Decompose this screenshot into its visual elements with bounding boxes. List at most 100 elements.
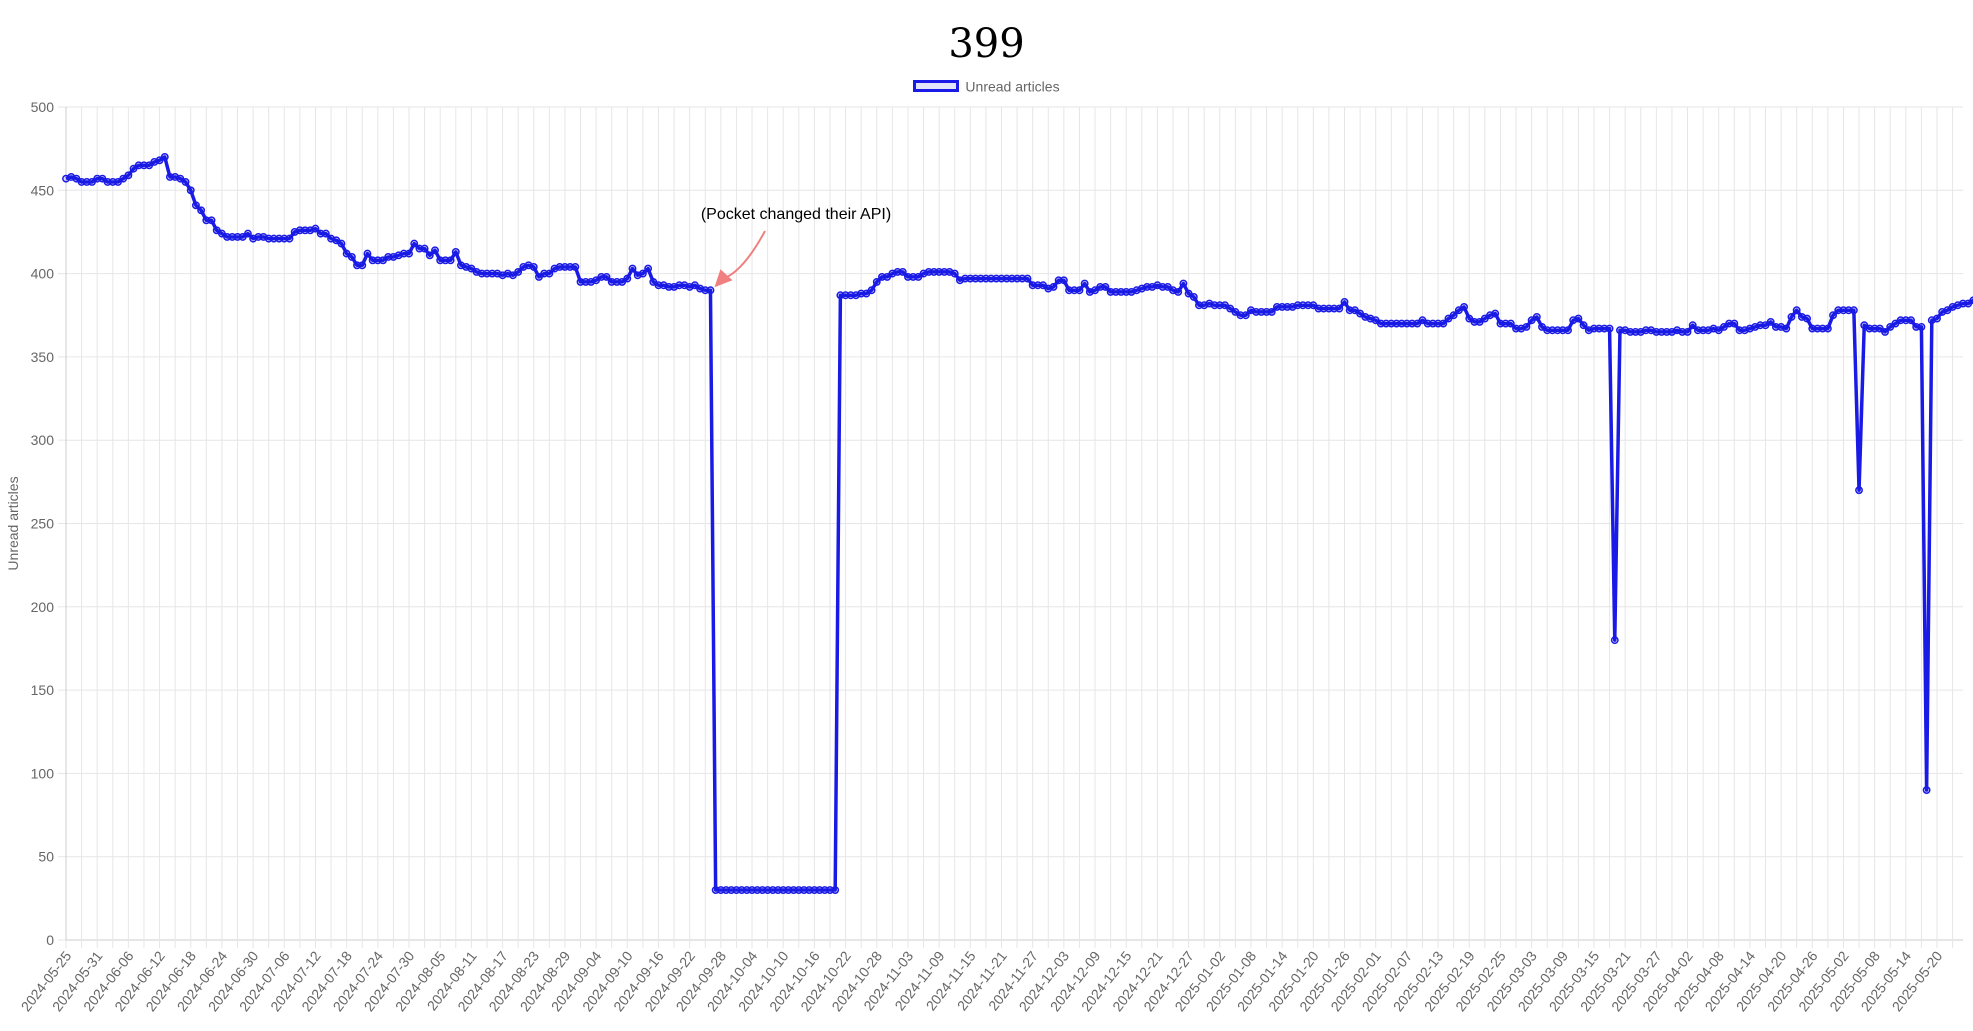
data-point	[1080, 279, 1089, 288]
data-point	[1491, 309, 1500, 318]
data-point	[1730, 319, 1739, 328]
data-point	[197, 206, 206, 215]
data-point	[1855, 486, 1863, 495]
data-point	[1439, 319, 1448, 328]
data-point	[1881, 327, 1889, 336]
data-point	[347, 252, 356, 261]
data-point	[425, 251, 434, 260]
data-point	[191, 201, 200, 210]
data-point	[602, 272, 611, 281]
data-point	[706, 286, 715, 295]
data-point	[628, 264, 637, 273]
data-point	[638, 269, 647, 278]
y-tick-label: 50	[38, 849, 54, 865]
data-point	[337, 239, 346, 248]
data-point	[571, 262, 580, 271]
data-point	[1907, 316, 1915, 325]
data-point	[207, 216, 216, 225]
data-point	[358, 261, 367, 270]
data-point	[1460, 302, 1469, 311]
data-point	[1766, 317, 1775, 326]
y-tick-label: 150	[31, 682, 55, 698]
y-axis-title: Unread articles	[5, 476, 21, 570]
data-point	[1335, 304, 1344, 313]
data-point	[1917, 322, 1926, 331]
y-tick-label: 100	[31, 765, 55, 781]
data-point	[514, 267, 523, 276]
y-tick-label: 200	[31, 599, 55, 615]
annotation-text: (Pocket changed their API)	[701, 206, 891, 223]
data-point	[410, 239, 419, 248]
data-point	[1803, 314, 1812, 323]
data-point	[1532, 312, 1541, 321]
data-point	[1610, 636, 1619, 645]
annotation-arrowhead	[714, 269, 733, 288]
y-tick-label: 400	[31, 266, 55, 282]
legend[interactable]: Unread articles	[0, 77, 1973, 94]
data-point	[644, 264, 653, 273]
data-point	[1823, 324, 1832, 333]
data-point	[1579, 321, 1588, 330]
data-point	[1059, 276, 1068, 285]
data-point	[363, 249, 372, 258]
data-point	[872, 277, 881, 286]
data-point	[431, 246, 439, 255]
data-point	[1792, 306, 1801, 315]
data-point	[243, 229, 252, 238]
data-point	[1574, 314, 1583, 323]
data-point	[1340, 297, 1349, 306]
data-point	[1683, 327, 1692, 336]
y-tick-label: 250	[31, 516, 55, 532]
data-point	[1179, 279, 1188, 288]
data-point	[405, 249, 413, 258]
data-point	[950, 269, 959, 278]
data-point	[1922, 786, 1931, 795]
data-point	[898, 267, 907, 276]
data-point	[1605, 324, 1614, 333]
data-point	[545, 269, 554, 278]
data-point	[311, 224, 320, 233]
data-point	[831, 886, 840, 894]
legend-swatch	[913, 80, 960, 93]
data-point	[446, 256, 455, 265]
data-point	[124, 171, 133, 180]
data-point	[1787, 312, 1796, 321]
data-point	[1049, 282, 1058, 291]
data-point	[1174, 287, 1183, 296]
data-point	[160, 153, 169, 161]
data-point	[1933, 314, 1941, 323]
data-point	[420, 244, 429, 253]
y-tick-label: 450	[31, 182, 55, 198]
data-point	[186, 186, 195, 195]
data-point	[1782, 324, 1791, 333]
data-point	[867, 286, 876, 295]
data-point	[1522, 322, 1531, 331]
y-tick-label: 500	[31, 99, 55, 115]
data-point	[181, 178, 190, 186]
legend-label: Unread articles	[965, 78, 1060, 95]
data-point	[529, 262, 538, 271]
data-point	[1564, 326, 1572, 335]
data-point	[1023, 274, 1032, 283]
y-tick-label: 300	[31, 432, 55, 448]
data-point	[1189, 292, 1198, 301]
y-tick-label: 350	[31, 349, 55, 365]
data-point	[285, 234, 294, 243]
data-point	[1075, 286, 1084, 295]
data-point	[1969, 296, 1973, 305]
data-point	[1506, 319, 1515, 328]
annotation-arrow	[725, 230, 766, 279]
data-point	[1829, 311, 1838, 320]
y-tick-label: 0	[46, 932, 54, 948]
data-point	[623, 274, 632, 283]
data-point	[451, 247, 460, 256]
chart-title: 399	[948, 21, 1025, 67]
data-point	[1267, 307, 1276, 316]
data-point	[1849, 306, 1858, 315]
data-point	[1241, 311, 1250, 320]
data-point	[1688, 321, 1697, 330]
data-point	[321, 229, 330, 238]
data-point	[1449, 311, 1458, 320]
data-point	[1101, 282, 1110, 291]
